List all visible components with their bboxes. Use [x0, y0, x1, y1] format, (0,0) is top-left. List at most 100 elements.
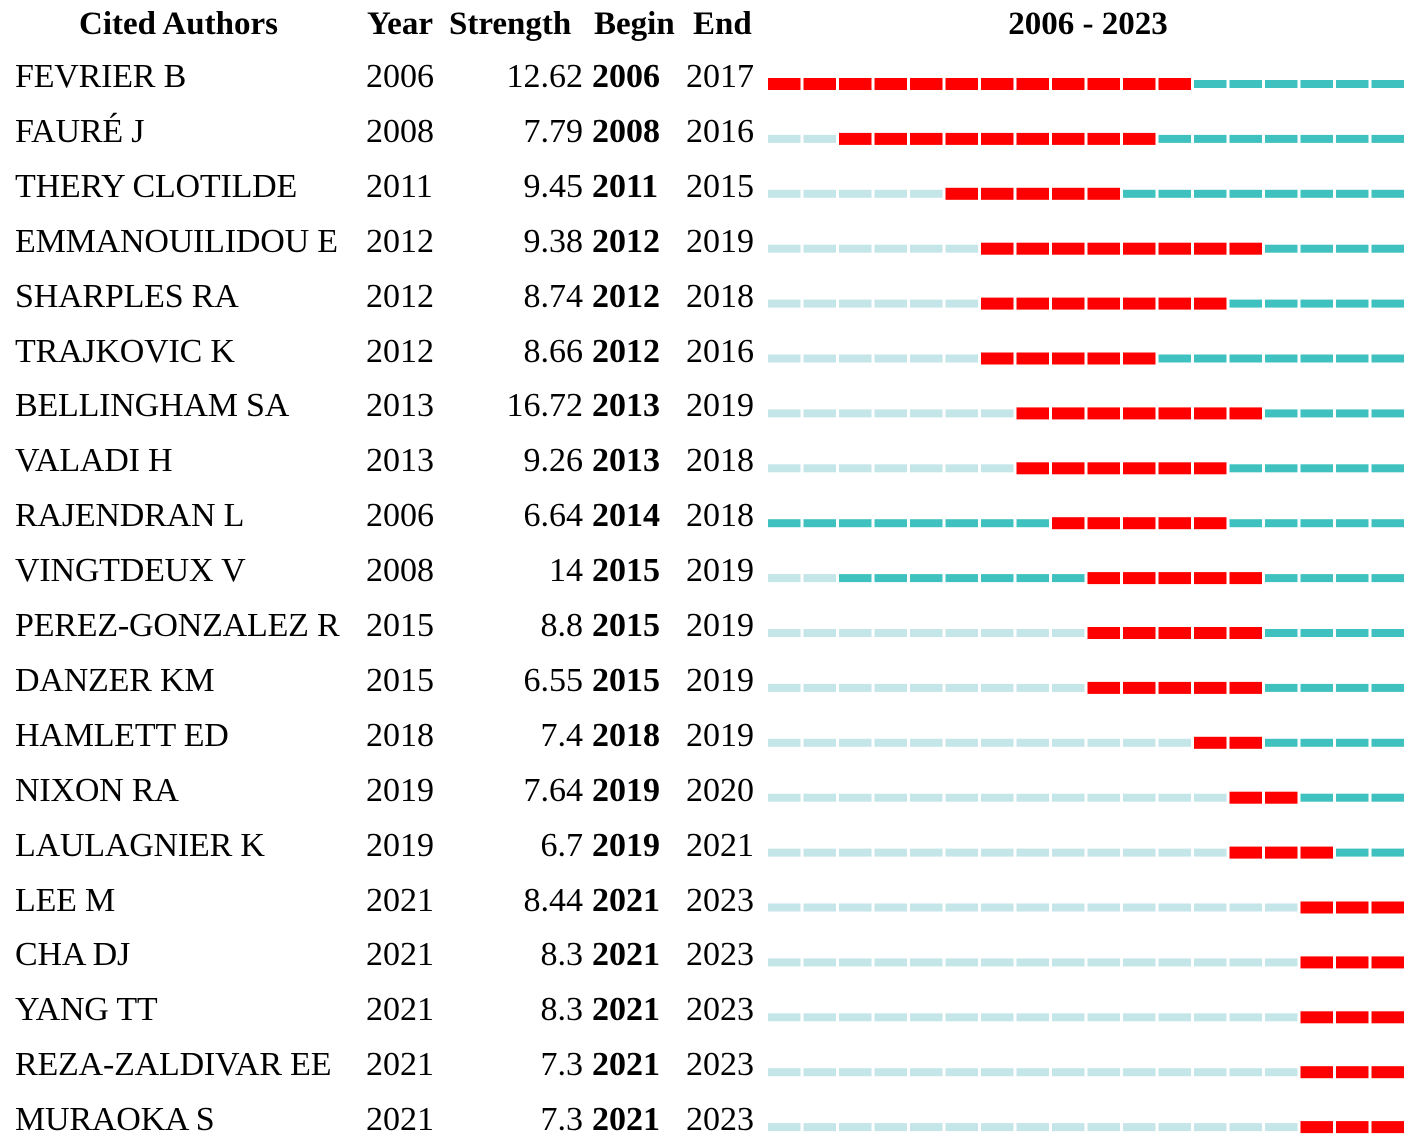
year-segment: [1194, 242, 1227, 255]
year-segment: [1016, 738, 1049, 747]
burst-strength: 14: [549, 552, 583, 590]
burst-end: 2019: [686, 552, 754, 590]
year-segment: [1300, 409, 1333, 418]
year-segment: [1016, 519, 1049, 528]
year-segment: [910, 464, 943, 473]
year-segment: [910, 848, 943, 857]
year-segment: [768, 244, 801, 253]
year-segment: [803, 903, 836, 912]
year-segment: [981, 409, 1014, 418]
year-segment: [803, 574, 836, 583]
burst-end: 2019: [686, 387, 754, 425]
year-segment: [1300, 574, 1333, 583]
year-segment: [1052, 78, 1085, 90]
year-segment: [1087, 462, 1120, 475]
year-segment: [910, 1013, 943, 1022]
year-segment: [1087, 242, 1120, 255]
year-segment: [839, 574, 872, 583]
year-segment: [1087, 903, 1120, 912]
year-segment: [1336, 901, 1369, 914]
year-segment: [1158, 517, 1191, 530]
year-segment: [768, 464, 801, 473]
year-segment: [981, 1068, 1014, 1077]
author-name: NIXON RA: [15, 771, 179, 809]
year-segment: [910, 793, 943, 802]
year-segment: [981, 464, 1014, 473]
burst-end: 2021: [686, 826, 754, 864]
burst-begin: 2014: [592, 497, 660, 535]
year-segment: [1194, 903, 1227, 912]
header-year: Year: [367, 6, 433, 42]
year-segment: [910, 1123, 943, 1132]
year-segment: [1300, 189, 1333, 198]
year-segment: [1123, 627, 1156, 639]
year-segment: [1158, 78, 1191, 90]
year-segment: [1123, 958, 1156, 967]
year-segment: [1300, 738, 1333, 747]
year-segment: [1016, 187, 1049, 200]
year-segment: [874, 1013, 907, 1022]
year-segment: [839, 629, 872, 637]
year-segment: [1123, 1068, 1156, 1077]
year-segment: [945, 738, 978, 747]
year-segment: [1194, 189, 1227, 198]
year-segment: [910, 409, 943, 418]
year-segment: [1016, 958, 1049, 967]
year-segment: [839, 1013, 872, 1022]
year-segment: [981, 78, 1014, 90]
year-segment: [1371, 1066, 1404, 1079]
year-segment: [803, 1068, 836, 1077]
author-name: YANG TT: [15, 991, 158, 1029]
year-segment: [803, 299, 836, 308]
year-segment: [874, 132, 907, 145]
year-segment: [1194, 462, 1227, 475]
burst-begin: 2013: [592, 387, 660, 425]
year-segment: [803, 738, 836, 747]
burst-begin: 2011: [592, 167, 659, 205]
author-name: TRAJKOVIC K: [15, 332, 235, 370]
burst-end: 2023: [686, 881, 754, 919]
year-segment: [1229, 80, 1262, 88]
burst-strength: 8.8: [540, 607, 584, 644]
year-segment: [1194, 736, 1227, 749]
year-segment: [1052, 1013, 1085, 1022]
year-segment: [874, 574, 907, 583]
year-segment: [1016, 1123, 1049, 1132]
year-segment: [1336, 956, 1369, 969]
year-segment: [945, 354, 978, 363]
year-segment: [1300, 1066, 1333, 1079]
year-segment: [1087, 1013, 1120, 1022]
year-segment: [1087, 848, 1120, 857]
year-segment: [1052, 903, 1085, 912]
year-segment: [1052, 738, 1085, 747]
year-segment: [1371, 1011, 1404, 1024]
header-begin: Begin: [594, 6, 675, 42]
year-segment: [839, 464, 872, 473]
author-name: THERY CLOTILDE: [15, 167, 298, 205]
year-segment: [1300, 901, 1333, 914]
year-segment: [981, 187, 1014, 200]
year-segment: [1087, 958, 1120, 967]
burst-strength: 12.62: [506, 58, 584, 95]
first-year: 2019: [366, 826, 434, 864]
year-segment: [1123, 903, 1156, 912]
year-segment: [1371, 519, 1404, 528]
year-segment: [1123, 242, 1156, 255]
year-segment: [981, 132, 1014, 145]
year-segment: [768, 519, 801, 528]
year-segment: [1229, 736, 1262, 749]
year-segment: [981, 903, 1014, 912]
year-segment: [768, 409, 801, 418]
burst-strength: 8.44: [523, 881, 584, 919]
year-segment: [839, 738, 872, 747]
year-segment: [1194, 80, 1227, 88]
year-segment: [1300, 519, 1333, 528]
burst-strength: 7.79: [523, 112, 584, 150]
year-segment: [1158, 1013, 1191, 1022]
year-segment: [1194, 1013, 1227, 1022]
year-segment: [1194, 627, 1227, 639]
year-segment: [945, 299, 978, 308]
author-name: BELLINGHAM SA: [15, 387, 290, 425]
year-segment: [839, 409, 872, 418]
author-name: SHARPLES RA: [15, 277, 239, 315]
